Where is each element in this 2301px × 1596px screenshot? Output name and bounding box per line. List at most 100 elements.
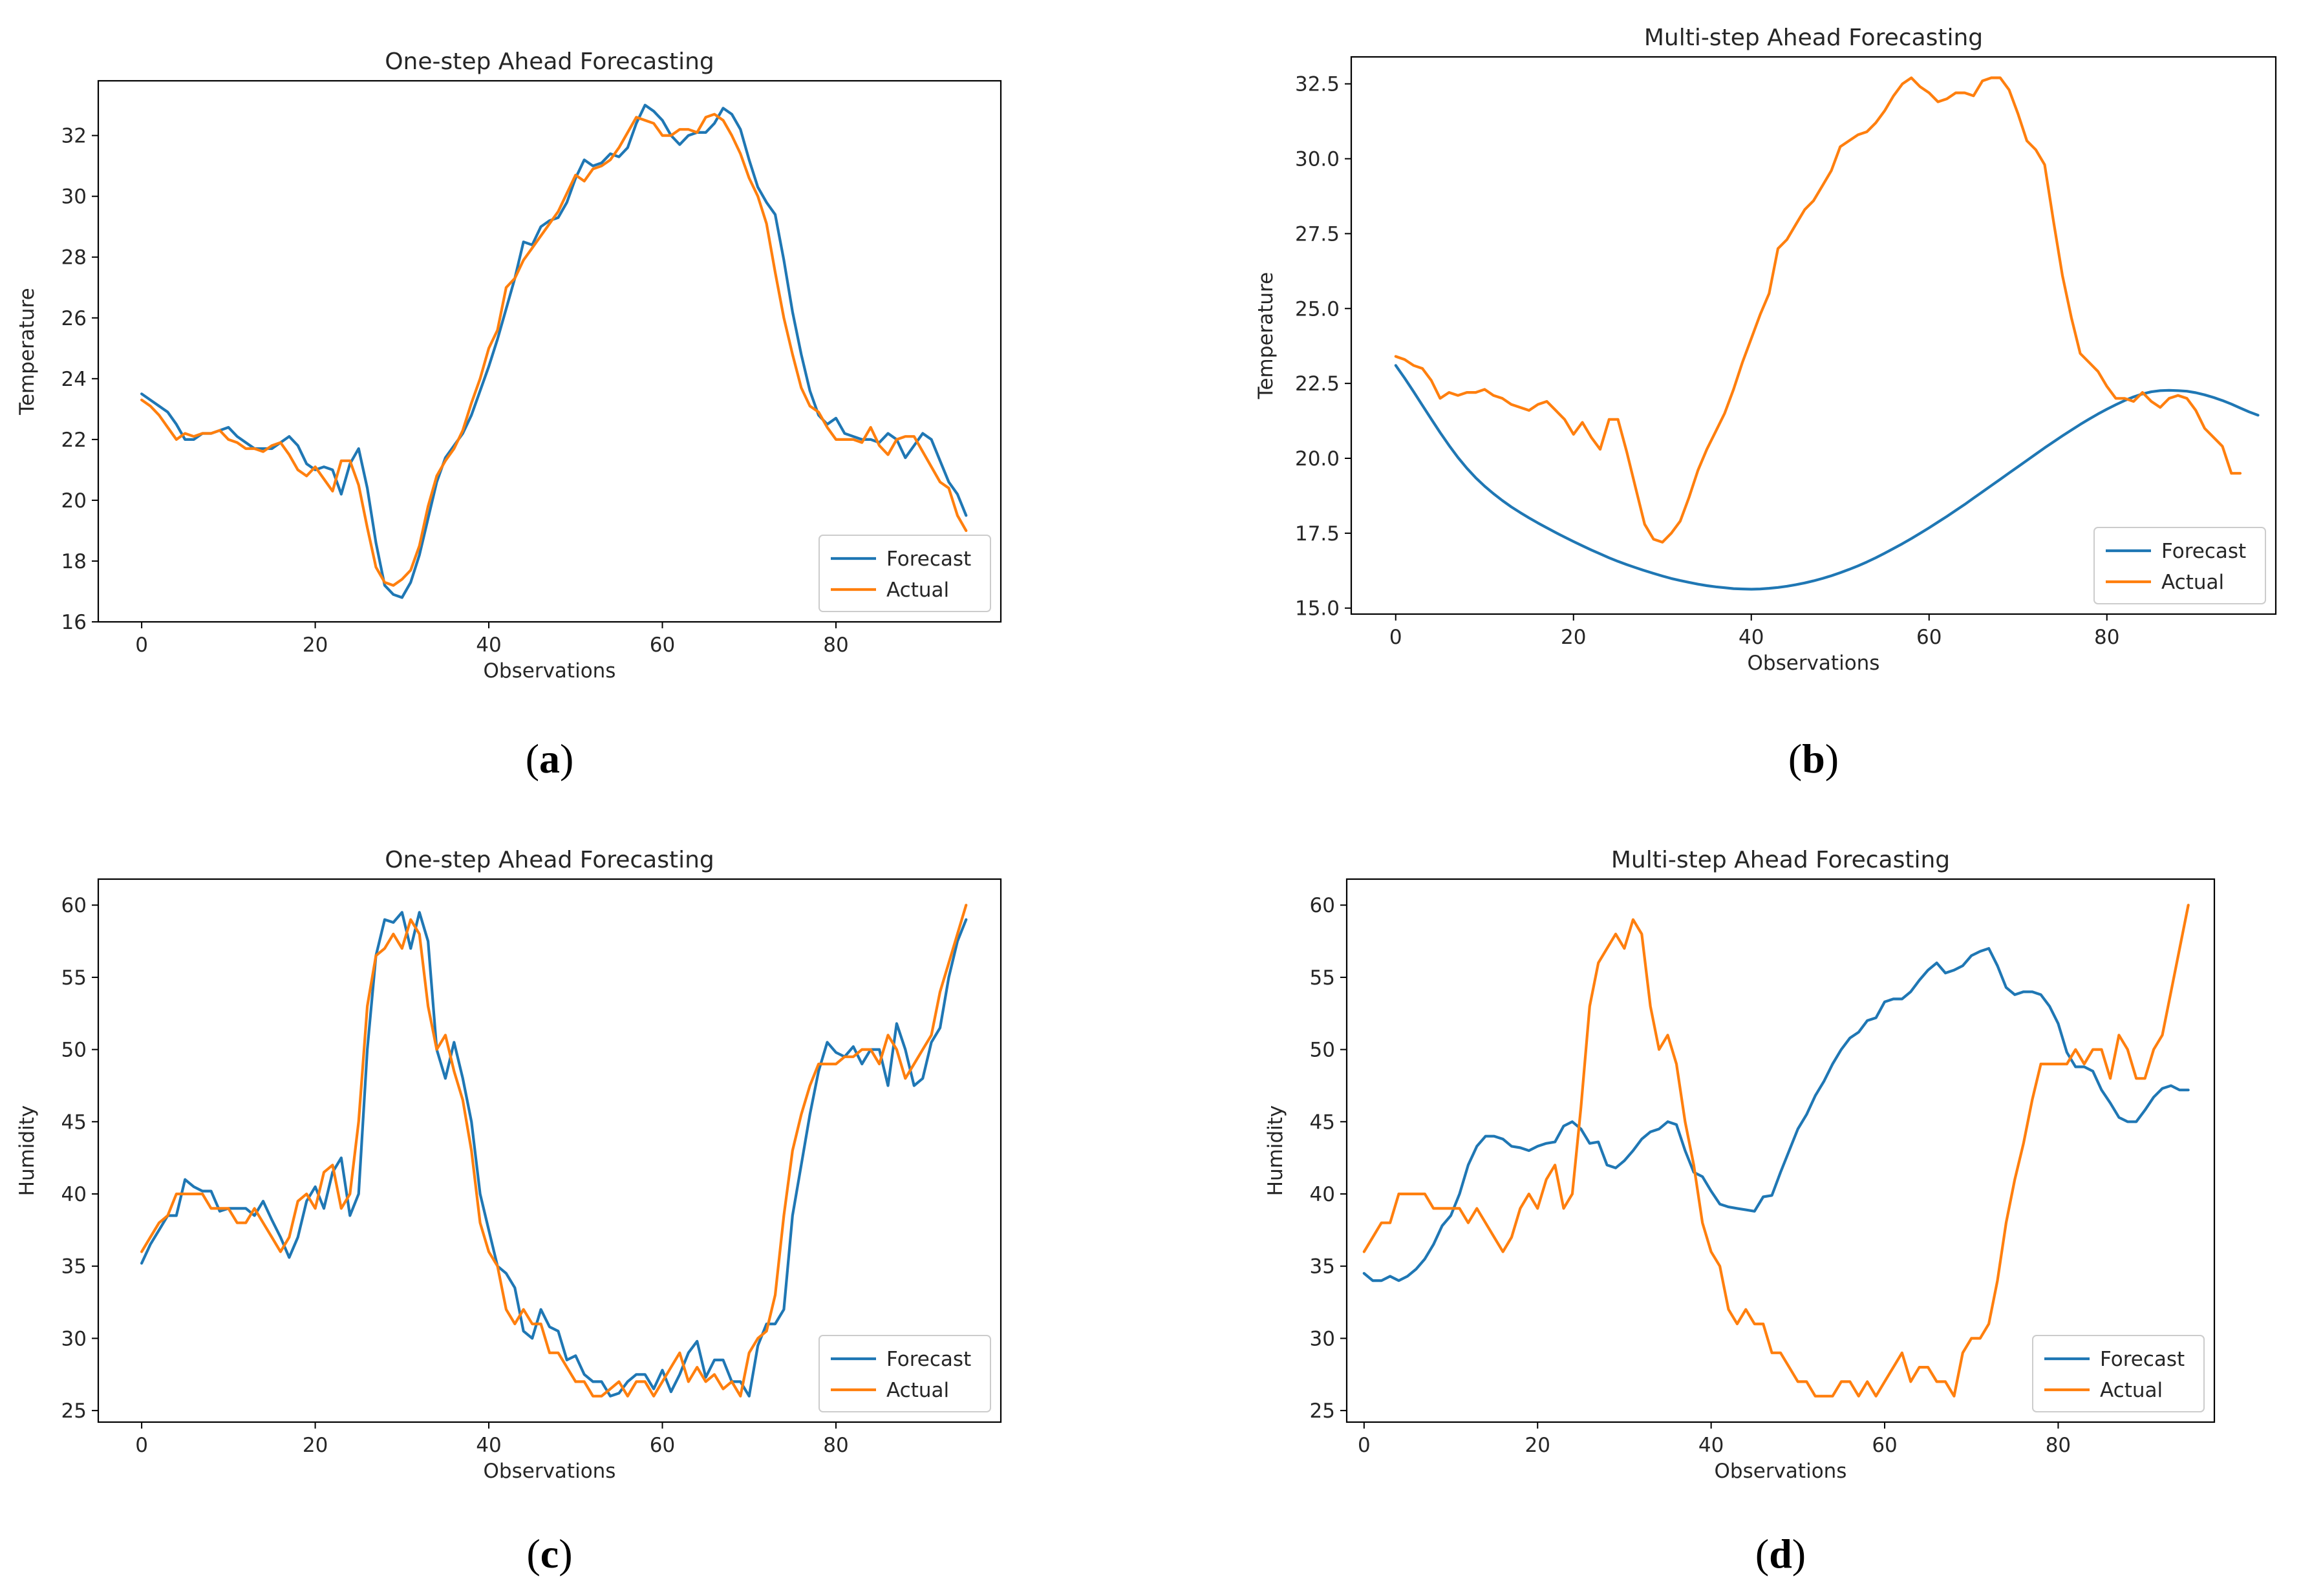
plot-area-frame bbox=[97, 878, 1002, 1423]
x-tick-label: 60 bbox=[650, 633, 675, 657]
x-tick-label: 20 bbox=[1561, 626, 1586, 649]
y-tick-label: 35 bbox=[61, 1255, 87, 1279]
y-tick-label: 28 bbox=[61, 246, 87, 270]
panel-label-open: ( bbox=[526, 736, 539, 782]
y-tick-label: 20.0 bbox=[1295, 447, 1340, 471]
legend-box bbox=[819, 535, 991, 612]
panel-label-letter: c bbox=[540, 1531, 559, 1577]
legend-label-forecast: Forecast bbox=[2100, 1348, 2185, 1371]
y-tick-label: 40 bbox=[1310, 1183, 1335, 1206]
y-tick-label: 50 bbox=[1310, 1039, 1335, 1062]
legend-label-forecast: Forecast bbox=[886, 548, 971, 571]
y-tick-label: 30.0 bbox=[1295, 148, 1340, 171]
x-tick-label: 40 bbox=[1698, 1434, 1724, 1457]
legend-box bbox=[819, 1335, 991, 1412]
panel-a: One-step Ahead Forecasting 0 20 40 60 80 16 18 2… bbox=[16, 48, 1002, 782]
y-tick-label: 27.5 bbox=[1295, 222, 1340, 246]
y-tick-label: 55 bbox=[1310, 966, 1335, 990]
y-tick-label: 30 bbox=[61, 1327, 87, 1350]
x-tick-label: 60 bbox=[650, 1434, 675, 1457]
x-axis-label: Observations bbox=[1715, 1460, 1847, 1483]
y-tick-label: 30 bbox=[1310, 1327, 1335, 1350]
panel-label: (d) bbox=[1755, 1531, 1806, 1577]
series-line-actual bbox=[1362, 904, 2190, 1398]
panel-c: One-step Ahead Forecasting 0 20 40 60 80 25 30 3… bbox=[16, 847, 1002, 1577]
y-tick-label: 60 bbox=[61, 894, 87, 917]
y-axis-label: Temperature bbox=[1254, 272, 1278, 399]
panel-label-close: ) bbox=[1792, 1531, 1806, 1577]
x-tick-label: 40 bbox=[476, 633, 501, 657]
y-tick-label: 20 bbox=[61, 489, 87, 513]
panel-label: (a) bbox=[526, 736, 574, 782]
y-tick-label: 60 bbox=[1310, 894, 1335, 917]
series-line-forecast bbox=[1394, 364, 2260, 591]
x-tick-label: 20 bbox=[303, 1434, 328, 1457]
y-tick-label: 35 bbox=[1310, 1255, 1335, 1279]
panel-label-open: ( bbox=[1755, 1531, 1769, 1577]
y-tick-label: 45 bbox=[1310, 1111, 1335, 1134]
panel-label-close: ) bbox=[1825, 736, 1839, 782]
legend: Forecast Actual bbox=[819, 1335, 991, 1412]
plot-area-frame bbox=[1350, 56, 2277, 615]
y-tick-label: 17.5 bbox=[1295, 522, 1340, 546]
x-axis-label: Observations bbox=[484, 1460, 616, 1483]
y-tick-label: 26 bbox=[61, 307, 87, 330]
y-tick-label: 55 bbox=[61, 966, 87, 990]
legend-label-actual: Actual bbox=[886, 1379, 949, 1402]
y-tick-label: 25 bbox=[61, 1399, 87, 1423]
series-line-forecast bbox=[1362, 947, 2190, 1282]
panel-label-close: ) bbox=[560, 736, 573, 782]
x-tick-label: 0 bbox=[1389, 626, 1402, 649]
legend-box bbox=[2093, 527, 2266, 604]
x-tick-label: 0 bbox=[1358, 1434, 1371, 1457]
legend-label-actual: Actual bbox=[886, 579, 949, 602]
legend-label-forecast: Forecast bbox=[886, 1348, 971, 1371]
series-line-forecast bbox=[140, 911, 968, 1398]
panel-label-letter: d bbox=[1769, 1531, 1792, 1577]
x-tick-label: 40 bbox=[476, 1434, 501, 1457]
x-tick-label: 0 bbox=[135, 633, 148, 657]
x-axis-label: Observations bbox=[1748, 652, 1880, 675]
y-tick-label: 32.5 bbox=[1295, 73, 1340, 96]
chart-title: Multi-step Ahead Forecasting bbox=[1644, 25, 1983, 51]
y-tick-label: 24 bbox=[61, 368, 87, 391]
x-tick-label: 20 bbox=[303, 633, 328, 657]
x-tick-label: 80 bbox=[2046, 1434, 2071, 1457]
panel-d: Multi-step Ahead Forecasting 0 20 40 60 80 25 3… bbox=[1264, 847, 2216, 1577]
y-tick-label: 15.0 bbox=[1295, 597, 1340, 621]
x-tick-label: 20 bbox=[1525, 1434, 1550, 1457]
legend-label-actual: Actual bbox=[2161, 571, 2224, 594]
series-line-actual bbox=[140, 904, 968, 1398]
y-tick-label: 25 bbox=[1310, 1399, 1335, 1423]
y-tick-label: 40 bbox=[61, 1183, 87, 1206]
legend: Forecast Actual bbox=[2093, 527, 2266, 604]
y-tick-label: 25.0 bbox=[1295, 297, 1340, 321]
legend-box bbox=[2032, 1335, 2205, 1412]
panel-label: (b) bbox=[1788, 736, 1839, 782]
y-axis-label: Humidity bbox=[1264, 1105, 1287, 1197]
x-tick-label: 0 bbox=[135, 1434, 148, 1457]
legend: Forecast Actual bbox=[2032, 1335, 2205, 1412]
chart-title: Multi-step Ahead Forecasting bbox=[1611, 847, 1950, 873]
panel-label-open: ( bbox=[1788, 736, 1802, 782]
chart-title: One-step Ahead Forecasting bbox=[385, 48, 714, 75]
x-tick-label: 80 bbox=[2094, 626, 2119, 649]
panel-label: (c) bbox=[526, 1531, 572, 1577]
series-line-actual bbox=[140, 112, 968, 587]
y-tick-label: 30 bbox=[61, 186, 87, 209]
legend-label-forecast: Forecast bbox=[2161, 540, 2246, 563]
x-tick-label: 80 bbox=[823, 1434, 848, 1457]
plot-area-frame bbox=[97, 80, 1002, 623]
panel-label-letter: a bbox=[539, 736, 560, 782]
y-tick-label: 18 bbox=[61, 550, 87, 573]
panel-b: Multi-step Ahead Forecasting 0 20 40 60 80 15.… bbox=[1254, 25, 2277, 782]
x-tick-label: 60 bbox=[1872, 1434, 1897, 1457]
x-axis-label: Observations bbox=[484, 659, 616, 683]
chart-title: One-step Ahead Forecasting bbox=[385, 847, 714, 873]
y-axis-label: Humidity bbox=[16, 1105, 39, 1197]
y-axis-label: Temperature bbox=[16, 288, 39, 415]
y-tick-label: 22.5 bbox=[1295, 372, 1340, 396]
plot-area-frame bbox=[1345, 878, 2216, 1423]
y-tick-label: 45 bbox=[61, 1111, 87, 1134]
